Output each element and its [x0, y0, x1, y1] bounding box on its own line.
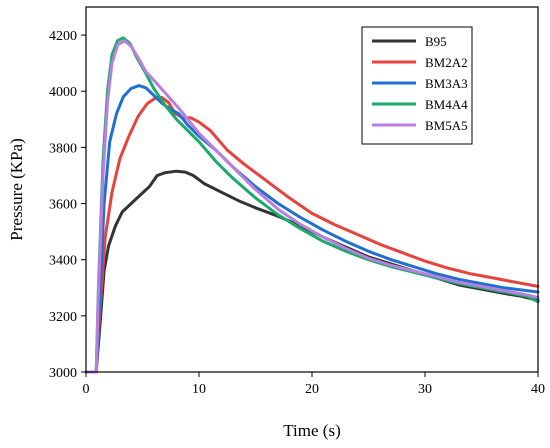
y-tick-label: 3400 — [49, 254, 77, 269]
y-tick-label: 4200 — [49, 29, 77, 44]
y-axis-label: Pressure (KPa) — [7, 138, 26, 240]
x-tick-label: 20 — [305, 382, 319, 397]
x-tick-label: 0 — [83, 382, 90, 397]
series-line-bm2a2 — [84, 95, 540, 374]
ticks-layer: 0 10 20 30 40 3000 3200 3400 3600 3800 4000 4200 — [49, 29, 545, 397]
series-layer — [84, 36, 540, 374]
x-tick-label: 40 — [531, 382, 545, 397]
y-tick-label: 3200 — [49, 310, 77, 325]
x-tick-label: 30 — [418, 382, 432, 397]
legend-label: B95 — [425, 34, 447, 49]
legend-label: BM5A5 — [425, 118, 468, 133]
x-axis-label: Time (s) — [283, 421, 340, 440]
series-line-b95 — [84, 169, 540, 374]
series-line-bm5a5 — [84, 39, 540, 374]
y-tick-label: 3800 — [49, 141, 77, 156]
legend-label: BM2A2 — [425, 55, 468, 70]
y-tick-label: 4000 — [49, 85, 77, 100]
legend: B95 BM2A2 BM3A3 BM4A4 BM5A5 — [361, 26, 473, 145]
x-tick-label: 10 — [192, 382, 206, 397]
legend-label: BM3A3 — [425, 76, 468, 91]
y-tick-label: 3000 — [49, 366, 77, 381]
y-tick-label: 3600 — [49, 198, 77, 213]
legend-label: BM4A4 — [425, 97, 468, 112]
